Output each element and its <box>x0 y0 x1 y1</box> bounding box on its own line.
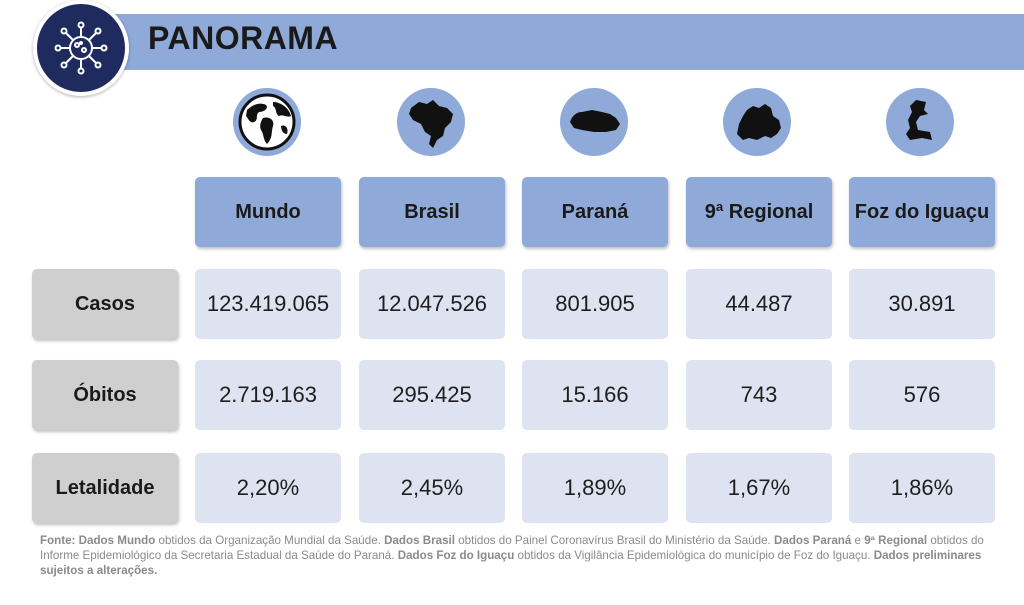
globe-icon <box>233 88 301 156</box>
footnote-seg-2: Dados Brasil <box>384 534 455 547</box>
footnote-seg-10: Dados preliminares sujeitos a alterações… <box>40 549 982 577</box>
cell-casos-9a-regional: 44.487 <box>686 269 832 339</box>
cell-casos-mundo: 123.419.065 <box>195 269 341 339</box>
cell-letalidade-foz: 1,86% <box>849 453 995 523</box>
cell-obitos-mundo: 2.719.163 <box>195 360 341 430</box>
footnote-seg-6: 9ª Regional <box>864 534 928 547</box>
row-header-letalidade: Letalidade <box>32 453 178 523</box>
row-header-obitos: Óbitos <box>32 360 178 430</box>
cell-letalidade-mundo: 2,20% <box>195 453 341 523</box>
cell-letalidade-brasil: 2,45% <box>359 453 505 523</box>
column-header-foz-do-iguacu: Foz do Iguaçu <box>849 177 995 247</box>
cell-casos-brasil: 12.047.526 <box>359 269 505 339</box>
foz-map-icon <box>886 88 954 156</box>
parana-map-icon <box>560 88 628 156</box>
footnote-seg-1: obtidos da Organização Mundial da Saúde. <box>155 534 385 547</box>
cell-letalidade-parana: 1,89% <box>522 453 668 523</box>
footnote-seg-8: Dados Foz do Iguaçu <box>397 549 515 562</box>
footnote-seg-5: e <box>851 534 865 547</box>
header-bar <box>70 14 1024 70</box>
footnote-seg-4: Dados Paraná <box>774 534 852 547</box>
column-header-mundo: Mundo <box>195 177 341 247</box>
brazil-map-icon <box>397 88 465 156</box>
cell-casos-foz: 30.891 <box>849 269 995 339</box>
page-title: PANORAMA <box>148 20 339 56</box>
regional-map-icon <box>723 88 791 156</box>
column-header-parana: Paraná <box>522 177 668 247</box>
footnote-seg-9: obtidos da Vigilância Epidemiológica do … <box>514 549 874 562</box>
footnote-seg-0: Fonte: Dados Mundo <box>40 534 156 547</box>
footnote-seg-7: obtidos do Informe Epidemiológico da Sec… <box>40 534 984 562</box>
cell-obitos-foz: 576 <box>849 360 995 430</box>
row-header-casos: Casos <box>32 269 178 339</box>
column-header-9a-regional: 9ª Regional <box>686 177 832 247</box>
cell-obitos-parana: 15.166 <box>522 360 668 430</box>
virus-icon <box>33 0 129 96</box>
source-footnote: Fonte: Dados Mundo obtidos da Organizaçã… <box>40 533 1000 578</box>
cell-letalidade-9a-regional: 1,67% <box>686 453 832 523</box>
cell-obitos-brasil: 295.425 <box>359 360 505 430</box>
footnote-seg-3: obtidos do Painel Coronavírus Brasil do … <box>454 534 774 547</box>
cell-obitos-9a-regional: 743 <box>686 360 832 430</box>
column-header-brasil: Brasil <box>359 177 505 247</box>
cell-casos-parana: 801.905 <box>522 269 668 339</box>
